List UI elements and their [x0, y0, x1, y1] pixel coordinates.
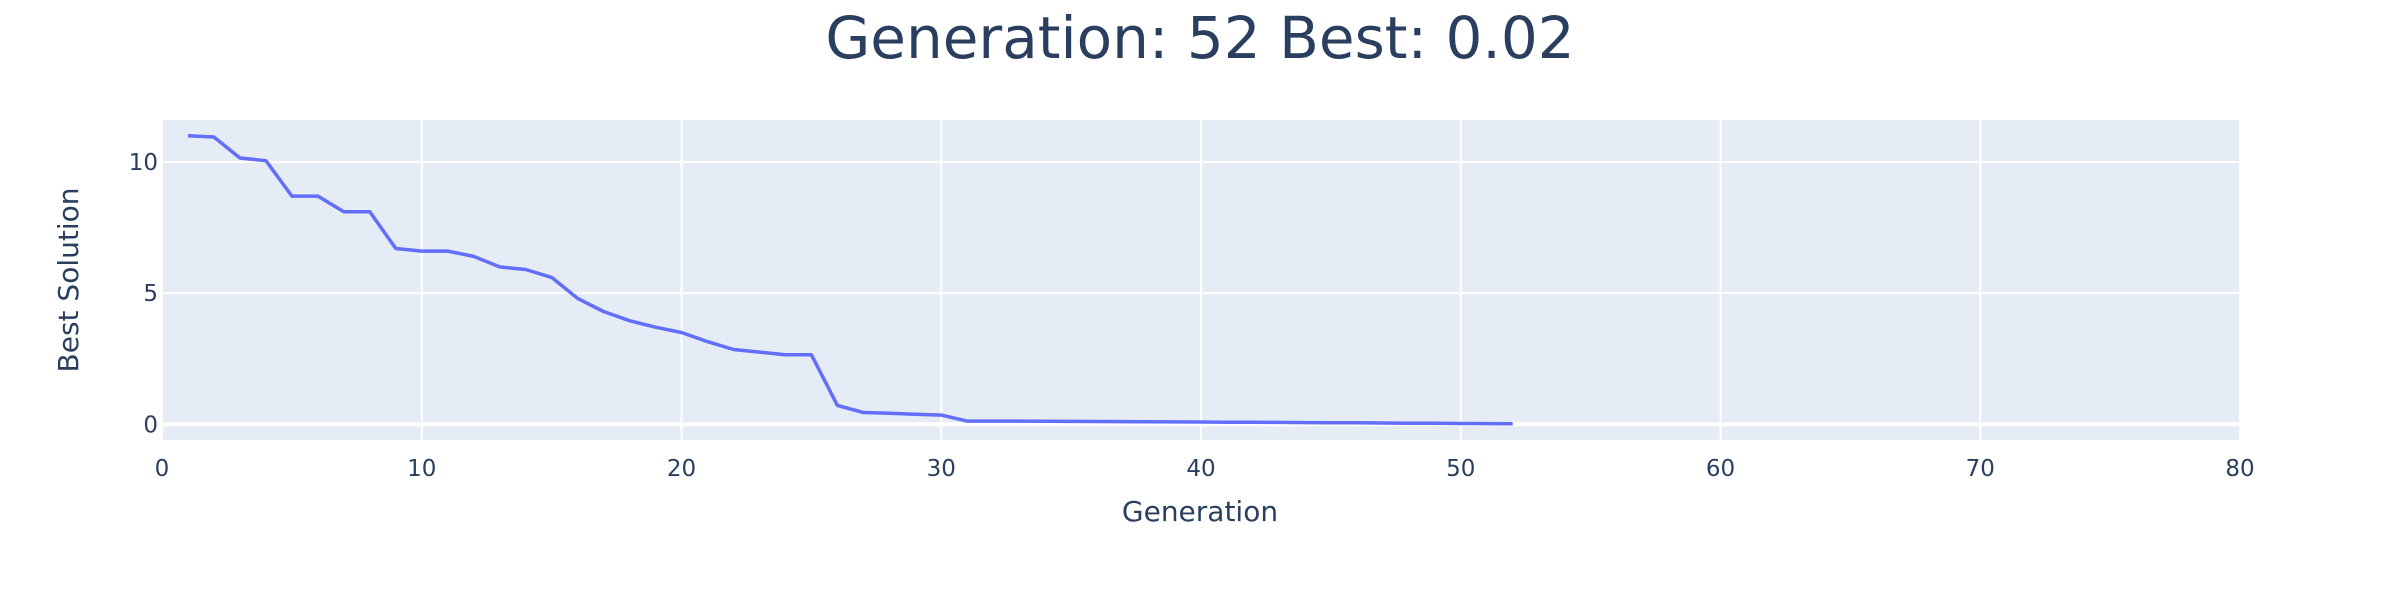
x-tick-label: 30: [927, 456, 956, 482]
x-tick-label: 80: [2225, 456, 2254, 482]
y-tick-label: 10: [129, 150, 158, 176]
x-tick-label: 10: [407, 456, 436, 482]
y-axis-title: Best Solution: [52, 188, 85, 373]
y-tick-label: 5: [143, 281, 158, 307]
series-layer: [187, 133, 1513, 426]
tick-labels: 0 10 20 30 40 50 60 70 80 0 5 10: [129, 150, 2255, 482]
x-tick-label: 60: [1706, 456, 1735, 482]
x-tick-label: 70: [1966, 456, 1995, 482]
chart-title: Generation: 52 Best: 0.02: [825, 4, 1574, 72]
grid-lines: [161, 120, 2241, 440]
x-axis-title: Generation: [1122, 495, 1278, 528]
x-tick-label: 20: [667, 456, 696, 482]
x-tick-label: 50: [1446, 456, 1475, 482]
x-tick-label: 0: [155, 456, 170, 482]
x-tick-label: 40: [1186, 456, 1215, 482]
series-line: [187, 133, 1513, 426]
y-tick-label: 0: [143, 412, 158, 438]
